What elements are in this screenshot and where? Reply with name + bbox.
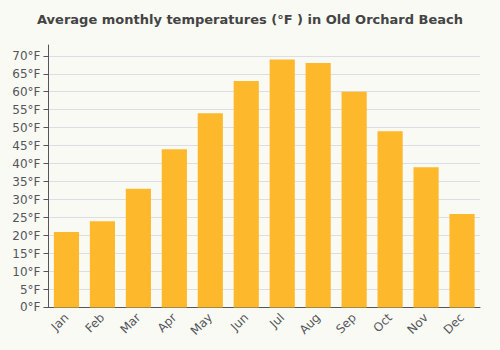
svg-text:20°F: 20°F <box>12 229 40 243</box>
svg-text:35°F: 35°F <box>12 175 40 189</box>
svg-text:55°F: 55°F <box>12 103 40 117</box>
svg-text:Jun: Jun <box>227 311 251 335</box>
svg-text:May: May <box>188 311 215 338</box>
svg-text:65°F: 65°F <box>12 67 40 81</box>
svg-text:5°F: 5°F <box>20 283 41 297</box>
svg-text:Dec: Dec <box>441 311 467 337</box>
svg-text:0°F: 0°F <box>20 300 41 314</box>
svg-text:45°F: 45°F <box>12 139 40 153</box>
svg-text:Average monthly temperatures (: Average monthly temperatures (°F ) in Ol… <box>37 12 463 27</box>
svg-text:Jul: Jul <box>266 311 287 332</box>
svg-text:Mar: Mar <box>117 310 143 336</box>
svg-text:15°F: 15°F <box>12 247 40 261</box>
svg-text:Sep: Sep <box>333 311 359 337</box>
svg-text:50°F: 50°F <box>12 121 40 135</box>
svg-text:60°F: 60°F <box>12 85 40 99</box>
svg-text:Jan: Jan <box>48 311 72 335</box>
svg-text:40°F: 40°F <box>12 157 40 171</box>
svg-text:70°F: 70°F <box>12 49 40 63</box>
svg-text:Feb: Feb <box>82 311 107 336</box>
svg-text:10°F: 10°F <box>12 265 40 279</box>
svg-text:Oct: Oct <box>370 310 395 335</box>
svg-text:Nov: Nov <box>405 311 431 337</box>
svg-text:Aug: Aug <box>297 311 323 337</box>
svg-text:25°F: 25°F <box>12 211 40 225</box>
svg-text:30°F: 30°F <box>12 193 40 207</box>
svg-text:Apr: Apr <box>155 310 180 335</box>
